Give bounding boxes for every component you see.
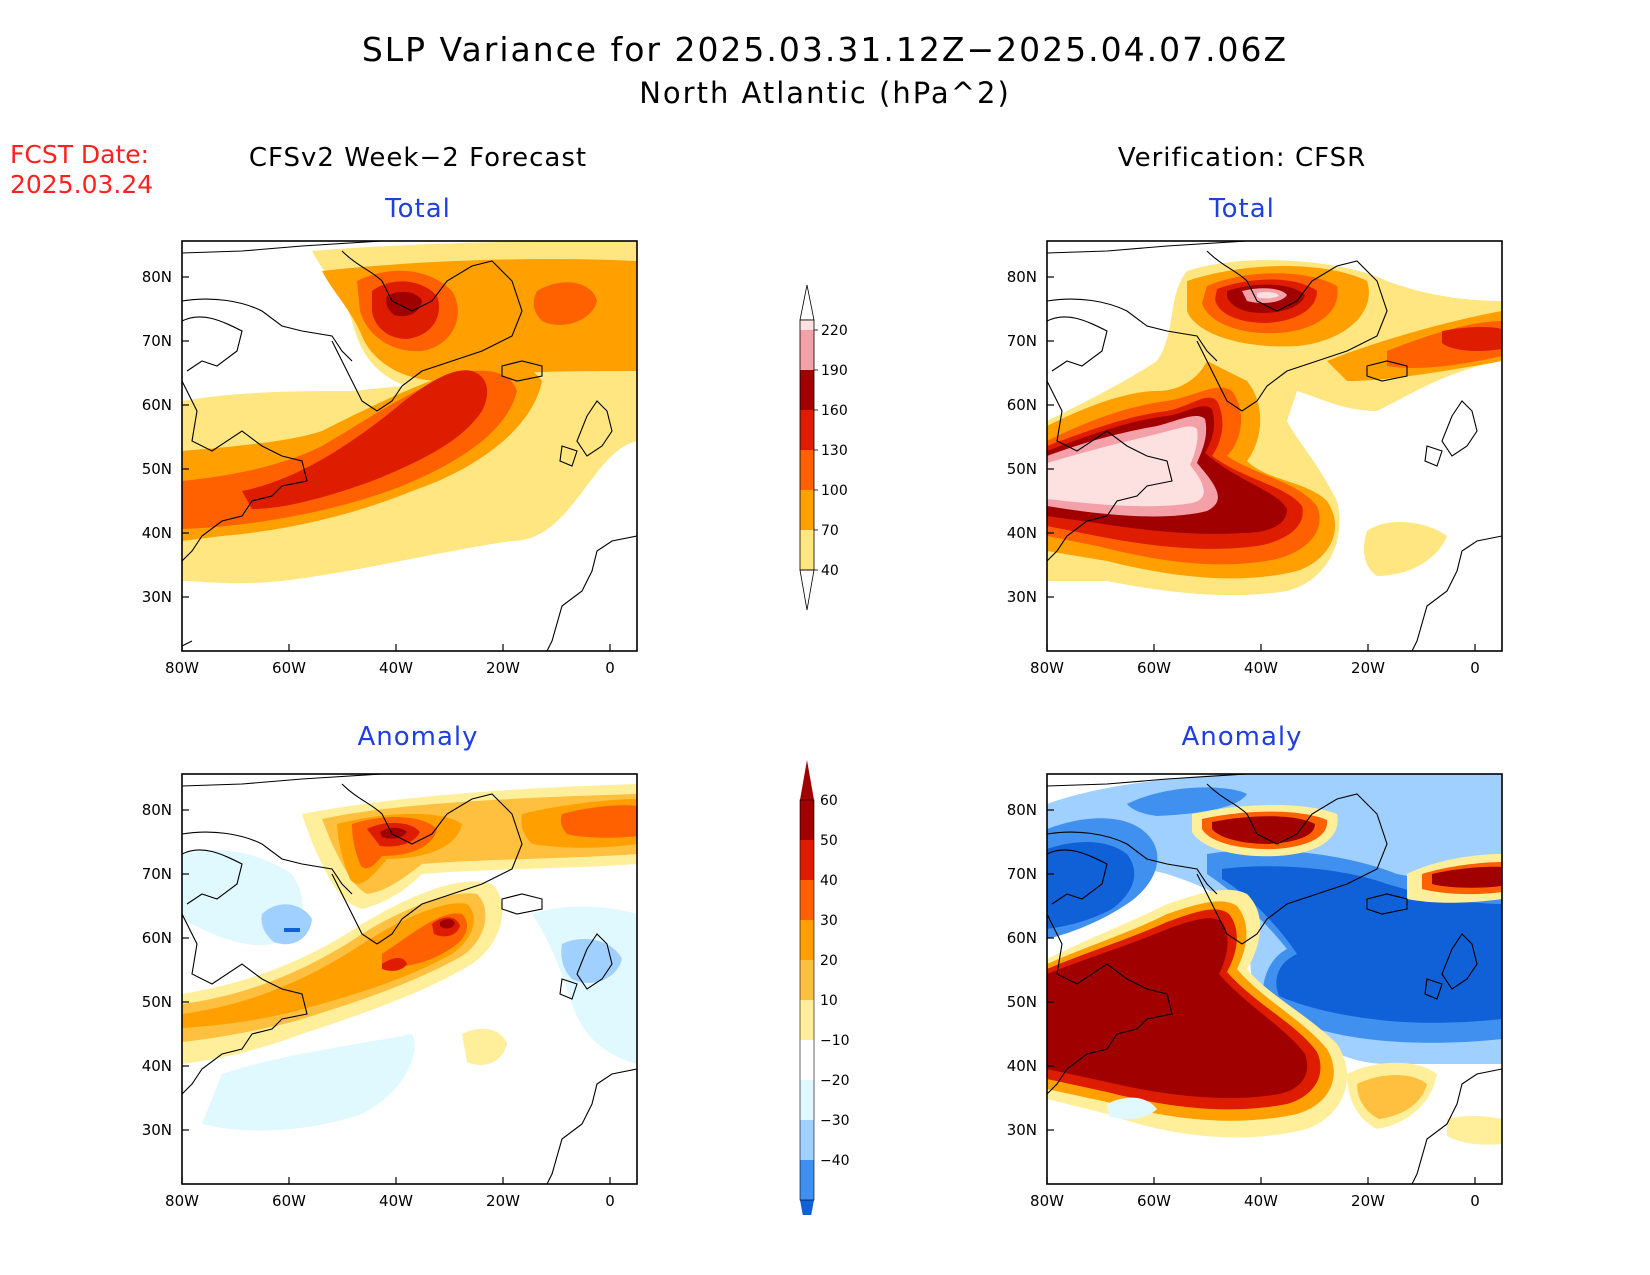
column-title-forecast: CFSv2 Week−2 Forecast: [248, 143, 588, 173]
colorbar-segment: [800, 1080, 814, 1120]
colorbar-tick-label: −40: [820, 1153, 850, 1169]
colorbar-segment: [800, 1000, 814, 1040]
colorbar-extend-top: [799, 284, 815, 321]
lat-tick-label: 50N: [142, 993, 172, 1011]
colorbar-tick-label: 50: [820, 833, 838, 849]
lat-tick-label: 50N: [1007, 993, 1037, 1011]
lon-tick-label: 80W: [1030, 659, 1064, 677]
lon-tick-label: 0: [1470, 659, 1480, 677]
lat-tick-label: 70N: [142, 332, 172, 350]
lon-tick-label: 20W: [1351, 659, 1385, 677]
colorbar-total: 220 190 160 130 100 70 40: [799, 284, 848, 611]
lat-tick-label: 40N: [142, 524, 172, 542]
fcst-label: FCST Date:: [10, 140, 150, 169]
colorbar-segment: [800, 330, 814, 370]
lon-tick-label: 60W: [1137, 659, 1171, 677]
lat-tick-label: 70N: [1007, 332, 1037, 350]
lon-tick-label: 60W: [1137, 1192, 1171, 1210]
colorbar-segment: [800, 880, 814, 920]
colorbar-segment: [800, 1160, 814, 1200]
colorbar-segment: [800, 370, 814, 410]
lat-tick-label: 50N: [142, 460, 172, 478]
colorbar-tick-label: 160: [821, 403, 848, 419]
lat-tick-label: 80N: [142, 801, 172, 819]
colorbar-tick-label: 40: [821, 563, 839, 579]
map-verification-anomaly: 80N 70N 60N 50N 40N 30N 80W 60W 40W 20W 0: [1007, 773, 1503, 1210]
lat-tick-label: 80N: [142, 268, 172, 286]
colorbar-tick-label: 190: [821, 363, 848, 379]
lat-tick-label: 40N: [1007, 524, 1037, 542]
colorbar-extend-bottom: [799, 569, 815, 611]
colorbar-tick-label: 220: [821, 323, 848, 339]
panel-title-forecast-total: Total: [385, 194, 451, 224]
colorbar-segment: [800, 320, 814, 330]
lat-tick-label: 60N: [142, 396, 172, 414]
colorbar-tick-label: 130: [821, 443, 848, 459]
colorbar-segment: [800, 450, 814, 490]
map-verification-total: 80N 70N 60N 50N 40N 30N 80W 60W 40W 20W 0: [1007, 240, 1503, 677]
panel-title-verification-anomaly: Anomaly: [1181, 722, 1303, 752]
colorbar-segment: [800, 530, 814, 570]
main-subtitle: North Atlantic (hPa^2): [639, 76, 1011, 110]
lat-tick-label: 70N: [1007, 865, 1037, 883]
main-title: SLP Variance for 2025.03.31.12Z−2025.04.…: [361, 30, 1289, 69]
lon-tick-label: 80W: [165, 1192, 199, 1210]
colorbar-segment: [800, 800, 814, 840]
lon-tick-label: 40W: [1244, 659, 1278, 677]
lon-tick-label: 40W: [379, 659, 413, 677]
lat-tick-label: 80N: [1007, 801, 1037, 819]
panel-title-forecast-anomaly: Anomaly: [357, 722, 479, 752]
lat-tick-label: 70N: [142, 865, 172, 883]
lat-tick-label: 60N: [142, 929, 172, 947]
colorbar-tick-label: −30: [820, 1113, 850, 1129]
lon-tick-label: 60W: [272, 1192, 306, 1210]
lat-tick-label: 60N: [1007, 396, 1037, 414]
colorbar-segment: [800, 840, 814, 880]
colorbar-tick-label: −20: [820, 1073, 850, 1089]
lat-tick-label: 30N: [142, 1121, 172, 1139]
lon-tick-label: 0: [1470, 1192, 1480, 1210]
lat-tick-label: 40N: [1007, 1057, 1037, 1075]
colorbar-tick-label: 70: [821, 523, 839, 539]
lat-tick-label: 60N: [1007, 929, 1037, 947]
lon-tick-label: 0: [605, 659, 615, 677]
lat-tick-label: 30N: [1007, 1121, 1037, 1139]
colorbar-segment: [800, 410, 814, 450]
lat-tick-label: 30N: [1007, 588, 1037, 606]
colorbar-segment: [800, 920, 814, 960]
colorbar-tick-label: −10: [820, 1033, 850, 1049]
map-forecast-total: 80N 70N 60N 50N 40N 30N 80W 60W 40W 20W 0: [142, 240, 638, 677]
colorbar-extend-bottom: [800, 1200, 814, 1215]
colorbar-segment: [800, 1040, 814, 1080]
panel-title-verification-total: Total: [1209, 194, 1275, 224]
lat-tick-label: 80N: [1007, 268, 1037, 286]
lon-tick-label: 0: [605, 1192, 615, 1210]
fcst-date: 2025.03.24: [10, 170, 154, 199]
lat-tick-label: 50N: [1007, 460, 1037, 478]
colorbar-tick-label: 30: [820, 913, 838, 929]
map-forecast-anomaly: 80N 70N 60N 50N 40N 30N 80W 60W 40W 20W 0: [142, 773, 638, 1210]
lon-tick-label: 20W: [486, 659, 520, 677]
lon-tick-label: 80W: [1030, 1192, 1064, 1210]
lon-tick-label: 20W: [486, 1192, 520, 1210]
lat-tick-label: 40N: [142, 1057, 172, 1075]
lon-tick-label: 80W: [165, 659, 199, 677]
column-title-verification: Verification: CFSR: [1117, 143, 1367, 173]
colorbar-anomaly: 60 50 40 30 20 10 −10 −20 −30 −40: [799, 760, 850, 1215]
lon-tick-label: 60W: [272, 659, 306, 677]
lon-tick-label: 40W: [1244, 1192, 1278, 1210]
lon-tick-label: 20W: [1351, 1192, 1385, 1210]
colorbar-tick-label: 40: [820, 873, 838, 889]
colorbar-tick-label: 20: [820, 953, 838, 969]
lat-tick-label: 30N: [142, 588, 172, 606]
colorbar-extend-top: [800, 760, 814, 800]
colorbar-segment: [800, 960, 814, 1000]
colorbar-tick-label: 60: [820, 793, 838, 809]
colorbar-segment: [800, 1120, 814, 1160]
colorbar-tick-label: 100: [821, 483, 848, 499]
colorbar-segment: [800, 490, 814, 530]
colorbar-tick-label: 10: [820, 993, 838, 1009]
lon-tick-label: 40W: [379, 1192, 413, 1210]
